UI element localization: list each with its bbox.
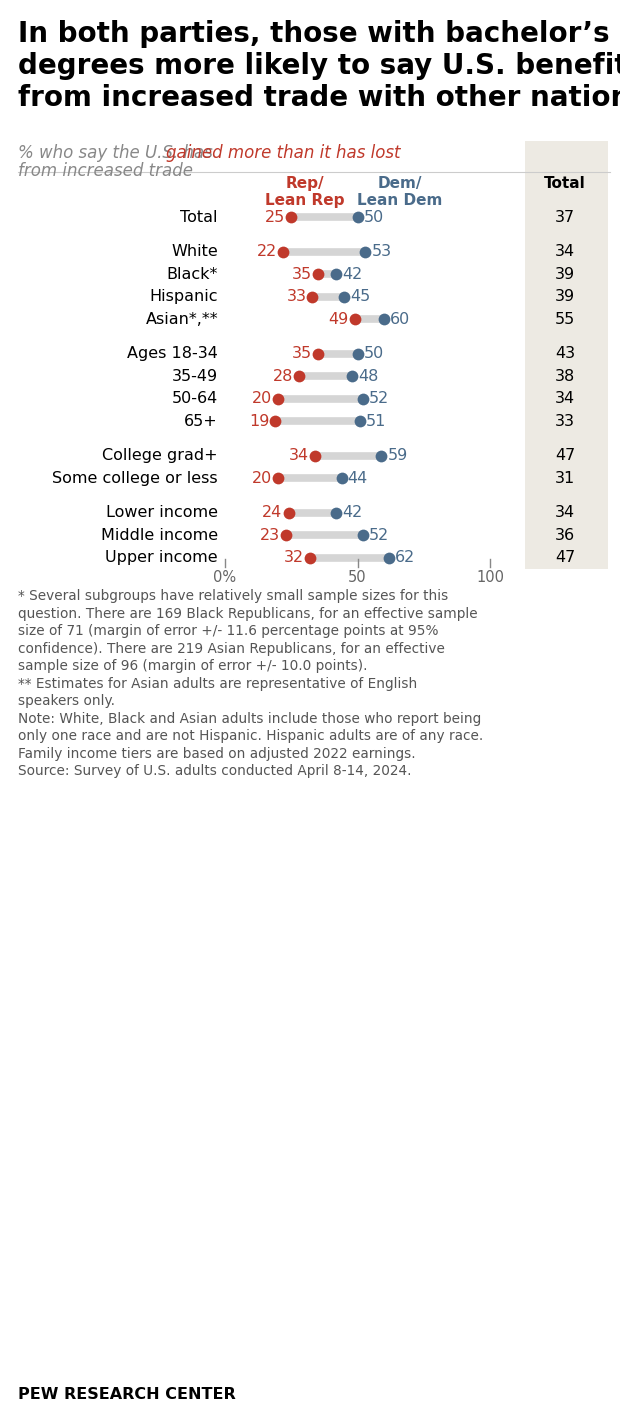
Text: Black*: Black* [167, 266, 218, 282]
Bar [525, 151, 608, 181]
Point [358, 524, 368, 547]
Text: 53: 53 [371, 245, 392, 259]
Text: 50: 50 [363, 209, 384, 225]
Point [286, 206, 296, 229]
Text: 38: 38 [555, 369, 575, 383]
Text: 51: 51 [366, 414, 386, 429]
Text: 19: 19 [249, 414, 269, 429]
Text: 33: 33 [286, 289, 306, 305]
Point [360, 241, 370, 263]
Point [278, 241, 288, 263]
Text: 50-64: 50-64 [172, 392, 218, 406]
Text: 20: 20 [252, 471, 272, 486]
Point [310, 444, 320, 467]
Text: 44: 44 [348, 471, 368, 486]
Bar [525, 141, 608, 570]
Text: 36: 36 [555, 528, 575, 543]
Point [273, 467, 283, 490]
Text: 47: 47 [555, 449, 575, 463]
Text: 34: 34 [555, 392, 575, 406]
Point [305, 547, 315, 570]
Text: 32: 32 [284, 550, 304, 565]
Text: 31: 31 [555, 471, 575, 486]
Text: 0%: 0% [213, 570, 237, 585]
Text: Lower income: Lower income [106, 506, 218, 520]
Text: 34: 34 [555, 506, 575, 520]
Text: 52: 52 [369, 392, 389, 406]
Text: 35-49: 35-49 [172, 369, 218, 383]
Text: 59: 59 [388, 449, 407, 463]
Text: gained more than it has lost: gained more than it has lost [166, 144, 401, 162]
Text: 52: 52 [369, 528, 389, 543]
Text: 50: 50 [363, 346, 384, 362]
Text: 37: 37 [555, 209, 575, 225]
Text: 55: 55 [555, 312, 575, 326]
Point [355, 410, 365, 433]
Point [339, 285, 349, 308]
Point [308, 285, 317, 308]
Point [379, 308, 389, 330]
Text: 42: 42 [342, 266, 363, 282]
Text: Asian*,**: Asian*,** [145, 312, 218, 326]
Point [270, 410, 280, 433]
Text: 48: 48 [358, 369, 379, 383]
Text: 34: 34 [555, 245, 575, 259]
Text: 100: 100 [476, 570, 504, 585]
Text: Rep/
Lean Rep: Rep/ Lean Rep [265, 177, 345, 208]
Text: 47: 47 [555, 550, 575, 565]
Text: 22: 22 [257, 245, 277, 259]
Point [358, 387, 368, 410]
Text: 62: 62 [396, 550, 415, 565]
Text: Upper income: Upper income [105, 550, 218, 565]
Text: % who say the U.S. has: % who say the U.S. has [18, 144, 218, 162]
Point [312, 342, 322, 365]
Point [376, 444, 386, 467]
Point [353, 342, 363, 365]
Text: * Several subgroups have relatively small sample sizes for this
question. There : * Several subgroups have relatively smal… [18, 590, 483, 778]
Text: Hispanic: Hispanic [149, 289, 218, 305]
Point [294, 365, 304, 387]
Point [353, 206, 363, 229]
Point [347, 365, 357, 387]
Point [281, 524, 291, 547]
Text: 39: 39 [555, 289, 575, 305]
Text: 24: 24 [262, 506, 283, 520]
Text: Dem/
Lean Dem: Dem/ Lean Dem [357, 177, 443, 208]
Text: Ages 18-34: Ages 18-34 [127, 346, 218, 362]
Point [283, 501, 293, 524]
Text: 42: 42 [342, 506, 363, 520]
Point [337, 467, 347, 490]
Text: 33: 33 [555, 414, 575, 429]
Text: 49: 49 [329, 312, 349, 326]
Point [273, 387, 283, 410]
Point [384, 547, 394, 570]
Text: 65+: 65+ [184, 414, 218, 429]
Text: Total: Total [544, 177, 586, 191]
Text: 35: 35 [291, 266, 312, 282]
Text: In both parties, those with bachelor’s
degrees more likely to say U.S. benefits
: In both parties, those with bachelor’s d… [18, 20, 620, 112]
Text: College grad+: College grad+ [102, 449, 218, 463]
Point [350, 308, 360, 330]
Point [312, 263, 322, 286]
Text: 25: 25 [265, 209, 285, 225]
Text: PEW RESEARCH CENTER: PEW RESEARCH CENTER [18, 1387, 236, 1403]
Text: 39: 39 [555, 266, 575, 282]
Text: 35: 35 [291, 346, 312, 362]
Text: 60: 60 [390, 312, 410, 326]
Point [331, 501, 341, 524]
Text: 43: 43 [555, 346, 575, 362]
Text: 34: 34 [289, 449, 309, 463]
Text: 45: 45 [350, 289, 371, 305]
Text: White: White [171, 245, 218, 259]
Text: 23: 23 [260, 528, 280, 543]
Text: 28: 28 [273, 369, 293, 383]
Text: from increased trade: from increased trade [18, 162, 193, 179]
Text: Some college or less: Some college or less [52, 471, 218, 486]
Text: Total: Total [180, 209, 218, 225]
Point [331, 263, 341, 286]
Text: Middle income: Middle income [101, 528, 218, 543]
Text: 50: 50 [348, 570, 367, 585]
Text: 20: 20 [252, 392, 272, 406]
